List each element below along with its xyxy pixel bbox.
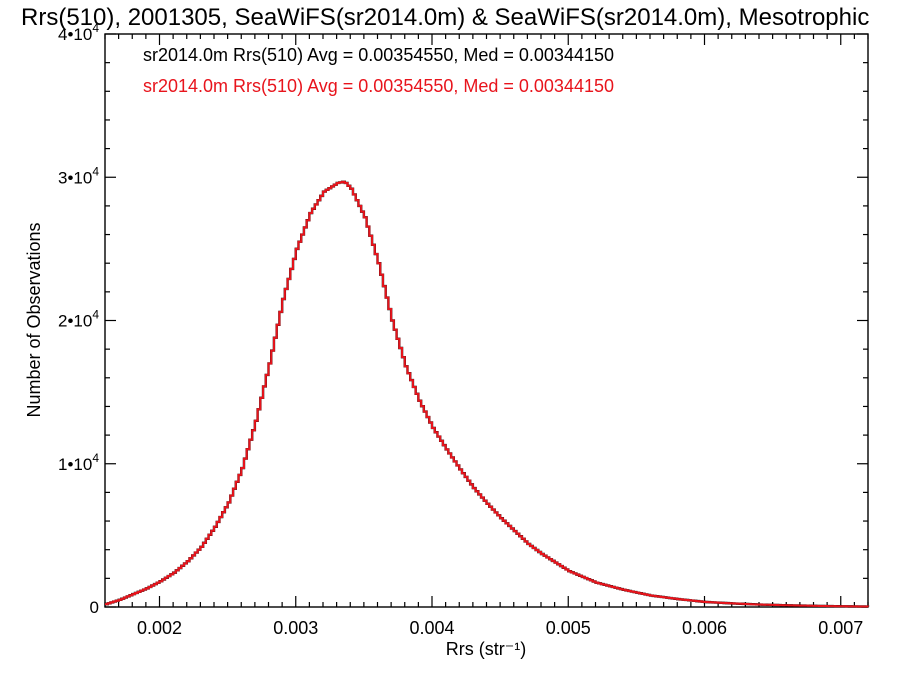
chart-title: Rrs(510), 2001305, SeaWiFS(sr2014.0m) & …	[21, 4, 869, 31]
y-tick-label: 3•104	[58, 164, 99, 187]
legend-entry-2: sr2014.0m Rrs(510) Avg = 0.00354550, Med…	[143, 76, 614, 96]
x-tick-label: 0.004	[409, 618, 454, 638]
y-tick-label: 1•104	[58, 451, 99, 474]
x-axis-label: Rrs (str⁻¹)	[446, 639, 526, 659]
x-tick-label: 0.003	[273, 618, 318, 638]
y-tick-label: 4•104	[58, 21, 99, 44]
x-tick-label: 0.006	[682, 618, 727, 638]
series-0-line-red	[105, 180, 869, 608]
series-0-line-black	[105, 180, 870, 608]
legend-entry-1: sr2014.0m Rrs(510) Avg = 0.00354550, Med…	[143, 45, 614, 65]
series-layer	[105, 180, 870, 608]
x-axis-label-text: Rrs (str⁻¹)	[446, 639, 526, 659]
x-tick-label: 0.007	[818, 618, 863, 638]
y-tick-label: 2•104	[58, 308, 99, 331]
x-axis: 0.002 0.003 0.004 0.005 0.006 0.007	[104, 34, 869, 638]
y-axis: 0 1•104 2•104 3•104 4•104	[58, 21, 868, 617]
x-tick-label: 0.002	[137, 618, 182, 638]
y-axis-label: Number of Observations	[24, 222, 44, 417]
x-tick-label: 0.005	[546, 618, 591, 638]
y-tick-label: 0	[90, 598, 99, 617]
